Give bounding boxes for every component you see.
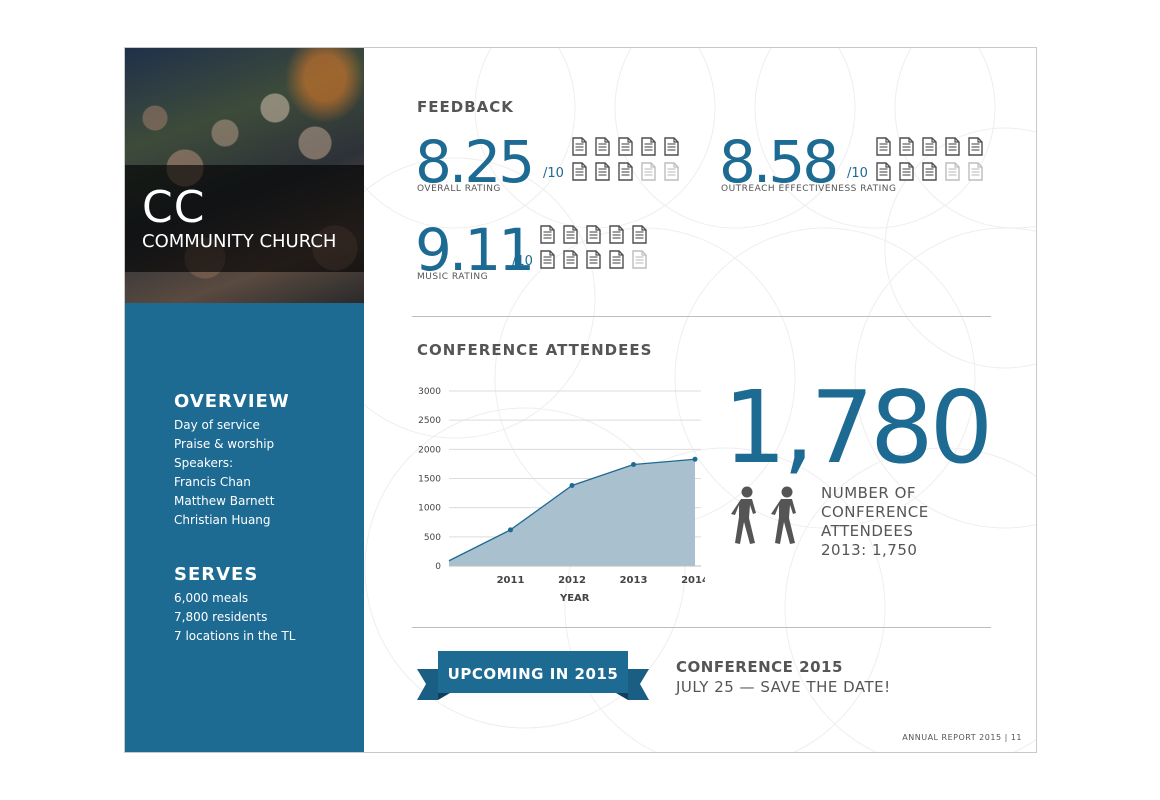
attendees-label-line3: ATTENDEES (821, 522, 914, 540)
rating-icons-overall (572, 137, 681, 182)
document-icon (632, 225, 647, 244)
document-icon (540, 225, 555, 244)
document-icon (618, 162, 633, 181)
rating-label: OUTREACH EFFECTIVENESS RATING (721, 184, 897, 194)
background-circle-pattern (314, 48, 1036, 752)
x-tick-label: 2012 (558, 575, 586, 586)
sidebar: CC COMMUNITY CHURCH OVERVIEW Day of serv… (125, 48, 364, 752)
rating-denominator: /10 (543, 166, 564, 181)
data-point (692, 456, 698, 462)
attendees-label-line1: NUMBER OF (821, 484, 917, 502)
rating-icons-outreach (876, 137, 985, 182)
serves-list: 6,000 meals 7,800 residents 7 locations in… (174, 589, 295, 646)
document-icon (609, 250, 624, 269)
document-icon (595, 137, 610, 156)
report-page: CC COMMUNITY CHURCH OVERVIEW Day of serv… (124, 47, 1037, 753)
document-icon (664, 162, 679, 181)
y-tick-label: 2500 (418, 416, 441, 426)
document-icon (586, 225, 601, 244)
document-icon (632, 250, 647, 269)
document-icon (572, 137, 587, 156)
document-icon (540, 250, 555, 269)
document-icon (945, 162, 960, 181)
rating-value: 8.25 (415, 128, 535, 196)
feedback-title: FEEDBACK (417, 98, 514, 116)
overview-item: Francis Chan (174, 475, 251, 489)
attendees-previous: 2013: 1,750 (821, 541, 918, 559)
rating-label: OVERALL RATING (417, 184, 501, 194)
document-icon (563, 225, 578, 244)
overview-list: Day of service Praise & worship Speakers: F… (174, 416, 274, 530)
document-icon (572, 162, 587, 181)
document-icon (922, 137, 937, 156)
x-axis-title: YEAR (559, 593, 590, 604)
data-point (569, 483, 575, 488)
rating-label: MUSIC RATING (417, 272, 489, 282)
upcoming-ribbon-label: UPCOMING IN 2015 (447, 665, 619, 683)
y-tick-label: 0 (435, 562, 441, 572)
overview-item: Matthew Barnett (174, 494, 275, 508)
document-icon (899, 137, 914, 156)
overview-item: Day of service (174, 418, 260, 432)
walking-people-icon (731, 486, 796, 544)
serves-title: SERVES (174, 564, 259, 585)
x-tick-label: 2011 (497, 575, 525, 586)
overview-item: Praise & worship (174, 437, 275, 451)
upcoming-ribbon (417, 651, 649, 700)
rating-value: 8.58 (719, 128, 839, 196)
rating-value: 9.11 (415, 216, 535, 284)
serves-item: 7,800 residents (174, 610, 268, 624)
document-icon (945, 137, 960, 156)
document-icon (876, 162, 891, 181)
y-tick-label: 1000 (418, 504, 441, 514)
document-icon (618, 137, 633, 156)
document-icon (899, 162, 914, 181)
logo-name: COMMUNITY CHURCH (142, 231, 337, 252)
document-icon (586, 250, 601, 269)
conference-2015-date: JULY 25 — SAVE THE DATE! (676, 678, 891, 696)
overview-title: OVERVIEW (174, 391, 290, 412)
y-tick-label: 1500 (418, 475, 441, 485)
conference-2015-title: CONFERENCE 2015 (676, 658, 843, 676)
x-tick-label: 2013 (620, 575, 648, 586)
attendees-number: 1,780 (723, 369, 993, 486)
divider (412, 627, 991, 628)
document-icon (664, 137, 679, 156)
document-icon (609, 225, 624, 244)
y-tick-label: 500 (424, 533, 441, 543)
overview-item: Christian Huang (174, 513, 271, 527)
x-tick-label: 2014 (681, 575, 705, 586)
document-icon (641, 162, 656, 181)
y-tick-label: 2000 (418, 445, 441, 455)
document-icon (595, 162, 610, 181)
data-point (631, 462, 636, 467)
document-icon (641, 137, 656, 156)
rating-denominator: /10 (847, 166, 868, 181)
attendees-label-line2: CONFERENCE (821, 503, 929, 521)
document-icon (968, 162, 983, 181)
logo-band (125, 165, 364, 272)
serves-item: 6,000 meals (174, 591, 249, 605)
overview-item: Speakers: (174, 456, 234, 470)
area-fill (449, 459, 695, 566)
document-icon (563, 250, 578, 269)
conference-title: CONFERENCE ATTENDEES (417, 341, 653, 359)
attendees-chart: 0 500 1000 1500 2000 2500 3000 2011 2012 2013 2014… (418, 387, 705, 604)
document-icon (968, 137, 983, 156)
logo-initials: CC (142, 182, 206, 233)
serves-item: 7 locations in the TL (174, 629, 296, 643)
rating-icons-music (540, 225, 649, 270)
document-icon (876, 137, 891, 156)
rating-denominator: /10 (512, 254, 533, 269)
y-tick-label: 3000 (418, 387, 441, 397)
document-icon (922, 162, 937, 181)
divider (412, 316, 991, 317)
page-footer: ANNUAL REPORT 2015 | 11 (902, 733, 1022, 742)
data-point (508, 527, 513, 533)
